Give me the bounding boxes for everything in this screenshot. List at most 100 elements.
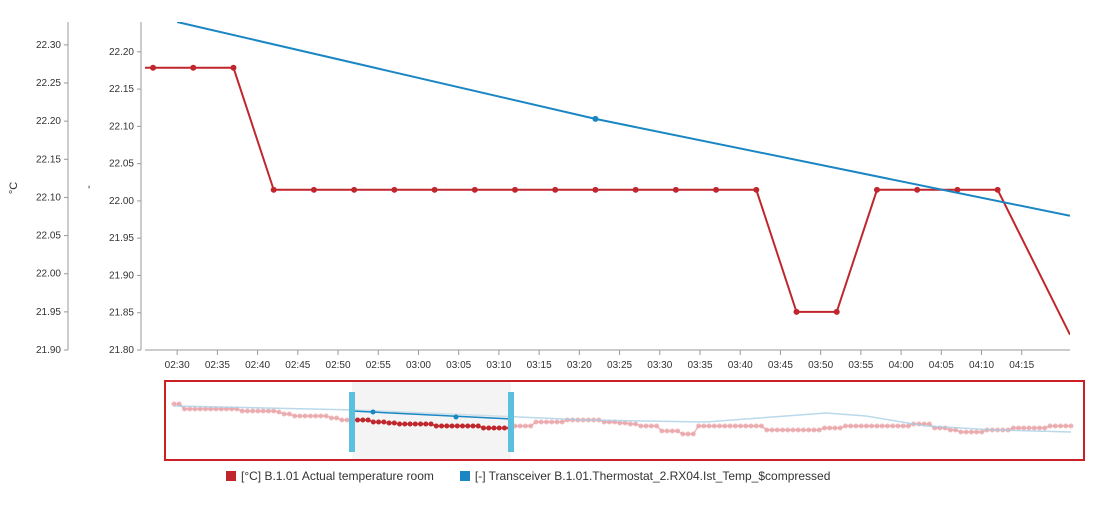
navigator-red-series-point: [848, 423, 854, 429]
navigator-selected-red-point: [444, 423, 450, 429]
navigator-red-series-point: [202, 406, 208, 412]
series-1-point: [471, 186, 478, 193]
series-1-point: [994, 186, 1001, 193]
navigator-red-series-point: [669, 428, 675, 434]
navigator-red-series-point: [659, 428, 665, 434]
navigator-red-series-point: [286, 411, 292, 417]
legend-label-temperature: [°C] B.1.01 Actual temperature room: [241, 469, 434, 483]
left-y-axis: 22.30 22.25 22.20 22.15 22.10 22.05 22.00 21.95…: [36, 40, 68, 356]
navigator-red-series-point: [979, 429, 985, 435]
navigator-red-series-point: [543, 419, 549, 425]
navigator-selected-red-point: [454, 423, 460, 429]
navigator-selected-red-point: [386, 420, 392, 426]
navigator-red-series-point: [664, 428, 670, 434]
navigator-red-series-point: [292, 413, 298, 419]
series-1-point: [351, 186, 358, 193]
navigator-red-series-point: [842, 423, 848, 429]
series-line-1: [145, 66, 1070, 336]
navigator-red-series-point: [947, 427, 953, 433]
series-1-point: [512, 186, 518, 193]
navigator-handle-left[interactable]: [349, 392, 355, 452]
navigator-red-series-point: [265, 408, 271, 414]
navigator-selected-red-point: [423, 421, 429, 427]
series-1-point: [552, 186, 559, 193]
navigator-selected-red-point: [470, 423, 476, 429]
navigator-red-series-point: [276, 409, 282, 415]
x-tick-label: 03:05: [446, 360, 471, 371]
series-1-point: [793, 308, 800, 315]
navigator-selected-red-point: [501, 425, 507, 431]
navigator-red-series-point: [633, 421, 639, 427]
navigator-red-series-point: [538, 419, 544, 425]
right-axis-unit-label: -: [83, 185, 95, 189]
navigator-red-series-point: [554, 419, 560, 425]
navigator-red-series-point: [192, 406, 198, 412]
navigator-red-series-point: [528, 423, 534, 429]
navigator-red-series-point: [1021, 425, 1027, 431]
legend: [°C] B.1.01 Actual temperature room [-] …: [226, 468, 856, 484]
navigator-handle-right[interactable]: [508, 392, 514, 452]
series-layer: [145, 22, 1070, 336]
legend-swatch-red: [226, 471, 236, 481]
navigator-red-series-point: [690, 431, 696, 437]
series-1-point: [954, 186, 961, 193]
navigator-selected-red-point: [486, 425, 492, 431]
y-tick-label: 22.00: [36, 269, 61, 280]
navigator-red-series-point: [905, 423, 911, 429]
x-tick-label: 04:00: [889, 360, 914, 371]
navigator-selected-red-point: [433, 423, 439, 429]
legend-swatch-blue: [459, 471, 470, 481]
navigator-red-series-point: [213, 406, 219, 412]
navigator-red-series-point: [706, 423, 712, 429]
legend-item-temperature[interactable]: [°C] B.1.01 Actual temperature room: [226, 469, 434, 483]
navigator-plot[interactable]: [166, 382, 1083, 459]
range-navigator[interactable]: [164, 380, 1085, 461]
navigator-red-series-point: [890, 423, 896, 429]
navigator-red-series-point: [895, 423, 901, 429]
navigator-red-series-point: [774, 427, 780, 433]
navigator-selected-blue: [351, 410, 512, 420]
series-1-point: [753, 186, 760, 193]
navigator-red-series-point: [926, 421, 932, 427]
navigator-red-series-point: [869, 423, 875, 429]
series-2-point: [592, 115, 599, 122]
navigator-red-series-point: [307, 413, 313, 419]
series-1-point: [391, 186, 398, 193]
navigator-red-series-point: [339, 417, 345, 423]
x-tick-label: 03:30: [647, 360, 672, 371]
series-1-point: [190, 64, 197, 71]
navigator-selected-red-point: [418, 421, 424, 427]
navigator-red-series-point: [1037, 425, 1043, 431]
series-1-point: [310, 186, 317, 193]
navigator-red-series-point: [821, 425, 827, 431]
y-tick-label: 22.30: [36, 40, 61, 51]
navigator-selected-red-point: [480, 425, 486, 431]
navigator-red-series-point: [208, 406, 214, 412]
y-tick-label: 22.15: [36, 154, 61, 165]
y-tick-label: 22.15: [109, 84, 134, 95]
navigator-selected-red-point: [412, 421, 418, 427]
navigator-red-series-point: [648, 423, 654, 429]
navigator-red-series-point: [328, 415, 334, 421]
navigator-red-series-point: [1031, 425, 1037, 431]
navigator-red-series-point: [795, 427, 801, 433]
navigator-red-series-point: [1026, 425, 1032, 431]
legend-item-transceiver[interactable]: [-] Transceiver B.1.01.Thermostat_2.RX04…: [459, 469, 830, 483]
navigator-red-series-point: [743, 423, 749, 429]
navigator-red-series-point: [617, 420, 623, 426]
navigator-red-series-point: [968, 429, 974, 435]
navigator-red-series-point: [654, 423, 660, 429]
x-tick-label: 03:00: [406, 360, 431, 371]
navigator-red-series-point: [522, 423, 528, 429]
navigator-red-series-point: [722, 423, 728, 429]
series-1-point: [632, 186, 639, 193]
series-1-point: [431, 186, 438, 193]
x-axis: 02:30 02:35 02:40 02:45 02:50 02:55 03:00 03:05…: [165, 350, 1035, 371]
navigator-red-series-point: [837, 425, 843, 431]
y-tick-label: 21.95: [109, 233, 134, 244]
navigator-red-series-point: [559, 419, 565, 425]
navigator-red-series-point: [753, 423, 759, 429]
navigator-red-series-point: [239, 408, 245, 414]
navigator-red-series-point: [858, 423, 864, 429]
navigator-red-series-point: [963, 429, 969, 435]
